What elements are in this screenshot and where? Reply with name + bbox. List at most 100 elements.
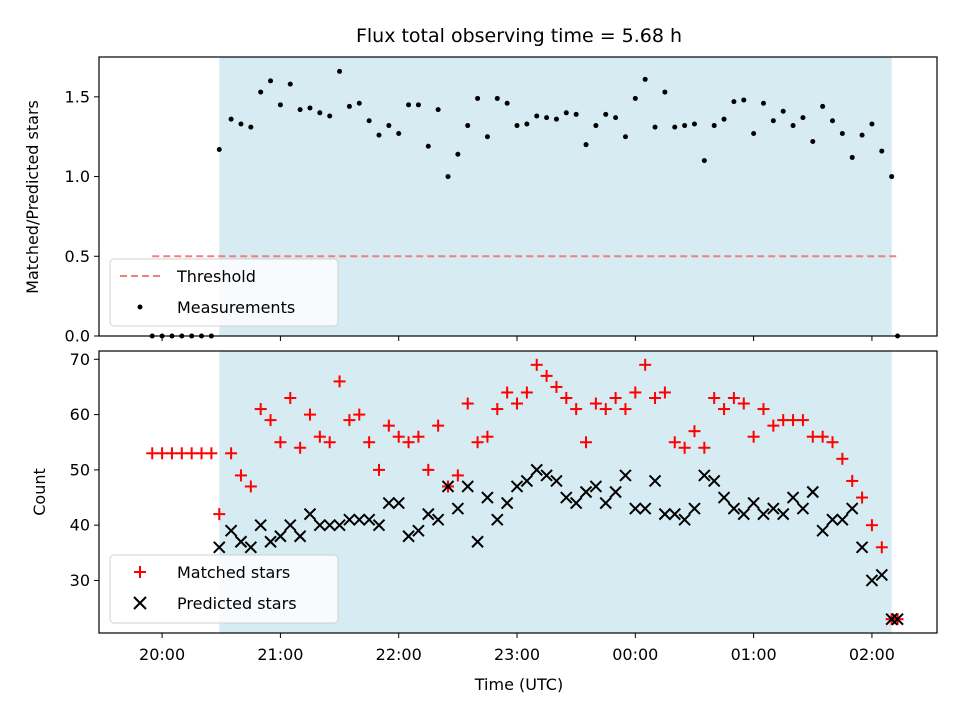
matched-star-point — [461, 397, 474, 410]
measurement-point — [662, 89, 668, 95]
matched-star-point — [836, 452, 849, 465]
measurement-point — [544, 115, 550, 121]
measurement-point — [406, 102, 412, 108]
matched-star-point — [619, 403, 632, 416]
x-tick-label: 00:00 — [612, 645, 658, 664]
predicted-star-point — [451, 502, 465, 515]
measurement-point — [760, 100, 766, 106]
matched-star-point — [471, 436, 484, 449]
x-tick-label: 21:00 — [257, 645, 303, 664]
matched-star-point — [501, 386, 514, 399]
measurement-point — [553, 116, 559, 122]
measurement-point — [682, 123, 688, 129]
matched-star-point — [205, 447, 218, 460]
matched-star-point — [422, 463, 435, 476]
measurement-point — [307, 105, 313, 111]
predicted-star-point — [698, 469, 711, 482]
predicted-star-point — [757, 507, 770, 521]
matched-star-point — [213, 508, 226, 521]
predicted-star-point — [520, 474, 534, 488]
measurement-point — [820, 103, 826, 109]
predicted-star-point — [441, 480, 455, 493]
bottom-y-axis: 30 40 50 60 70 — [70, 350, 99, 590]
matched-star-point — [294, 441, 307, 454]
top-axes-frame — [98, 56, 938, 337]
top-panel: 0.0 0.5 1.0 1.5 Matched/Predicted stars Thr… — [23, 56, 938, 346]
predicted-star-point — [491, 513, 504, 526]
matched-star-point — [402, 436, 415, 449]
predicted-star-point — [234, 535, 248, 548]
predicted-star-point — [678, 513, 691, 526]
predicted-star-point — [806, 485, 819, 499]
matched-star-point — [343, 414, 356, 427]
measurement-point — [534, 113, 540, 119]
top-y-tick-label: 1.0 — [65, 167, 90, 186]
measurement-point — [317, 110, 323, 116]
matched-star-point — [599, 403, 612, 416]
matched-star-point — [264, 414, 277, 427]
predicted-star-point — [382, 496, 396, 510]
bottom-y-tick-label: 40 — [70, 516, 90, 535]
measurement-point — [859, 132, 865, 138]
predicted-star-point — [846, 502, 859, 515]
matched-star-point — [363, 436, 376, 449]
bottom-panel: 30 40 50 60 70 20:00 21:00 22:00 23:00 00:00 01:0… — [30, 350, 938, 694]
predicted-star-point — [609, 485, 622, 499]
top-x-axis — [161, 336, 873, 341]
measurement-point — [790, 123, 796, 129]
predicted-star-point — [796, 502, 810, 515]
measurement-point — [248, 124, 254, 130]
matched-star-point — [718, 403, 731, 416]
matched-star-point — [491, 403, 504, 416]
top-y-tick-label: 0.0 — [65, 327, 90, 346]
measurement-point — [346, 103, 352, 109]
predicted-star-point — [658, 507, 672, 521]
bottom-x-axis: 20:00 21:00 22:00 23:00 00:00 01:00 02:00 — [139, 633, 895, 664]
predicted-star-point — [737, 507, 750, 521]
measurement-point — [415, 102, 421, 108]
predicted-star-point — [688, 502, 701, 515]
predicted-star-point — [599, 496, 612, 510]
measurement-point — [810, 138, 816, 144]
matched-star-point — [678, 441, 691, 454]
predicted-star-point — [638, 502, 652, 515]
predicted-star-point — [530, 463, 543, 477]
measurement-point — [672, 124, 678, 130]
matched-star-point — [333, 375, 346, 388]
legend-predicted-label: Predicted stars — [177, 594, 297, 613]
measurement-point — [366, 118, 372, 124]
measurement-point — [445, 174, 451, 180]
measurement-point — [691, 121, 697, 127]
matched-star-point — [274, 436, 287, 449]
measurement-point — [849, 154, 855, 160]
predicted-star-point — [826, 513, 839, 526]
predicted-star-point — [747, 496, 760, 510]
predicted-star-point — [510, 480, 524, 493]
matched-star-point — [796, 414, 809, 427]
legend-predicted-marker — [133, 596, 147, 610]
predicted-star-point — [293, 530, 307, 543]
predicted-star-point — [579, 485, 593, 499]
measurement-point — [563, 110, 569, 116]
matched-star-point — [234, 469, 247, 482]
x-tick-label: 23:00 — [494, 645, 540, 664]
predicted-star-point — [717, 491, 731, 504]
top-legend: Threshold Measurements — [109, 258, 339, 327]
matched-star-point — [353, 408, 366, 421]
predicted-star-point — [323, 518, 336, 532]
top-y-tick-label: 0.5 — [65, 247, 90, 266]
measurement-point — [386, 123, 392, 129]
measurement-point — [741, 97, 747, 103]
predicted-star-point — [891, 612, 904, 626]
matched-star-point — [392, 430, 405, 443]
measurement-point — [494, 95, 500, 101]
measurement-point — [573, 111, 579, 117]
matched-star-point — [540, 369, 553, 382]
predicted-star-point — [224, 524, 238, 537]
measurement-point — [780, 108, 786, 114]
matched-star-point — [826, 436, 839, 449]
measurement-point — [613, 115, 619, 121]
measurement-point — [238, 121, 244, 127]
matched-star-point — [550, 380, 563, 393]
measurement-point — [287, 81, 293, 87]
